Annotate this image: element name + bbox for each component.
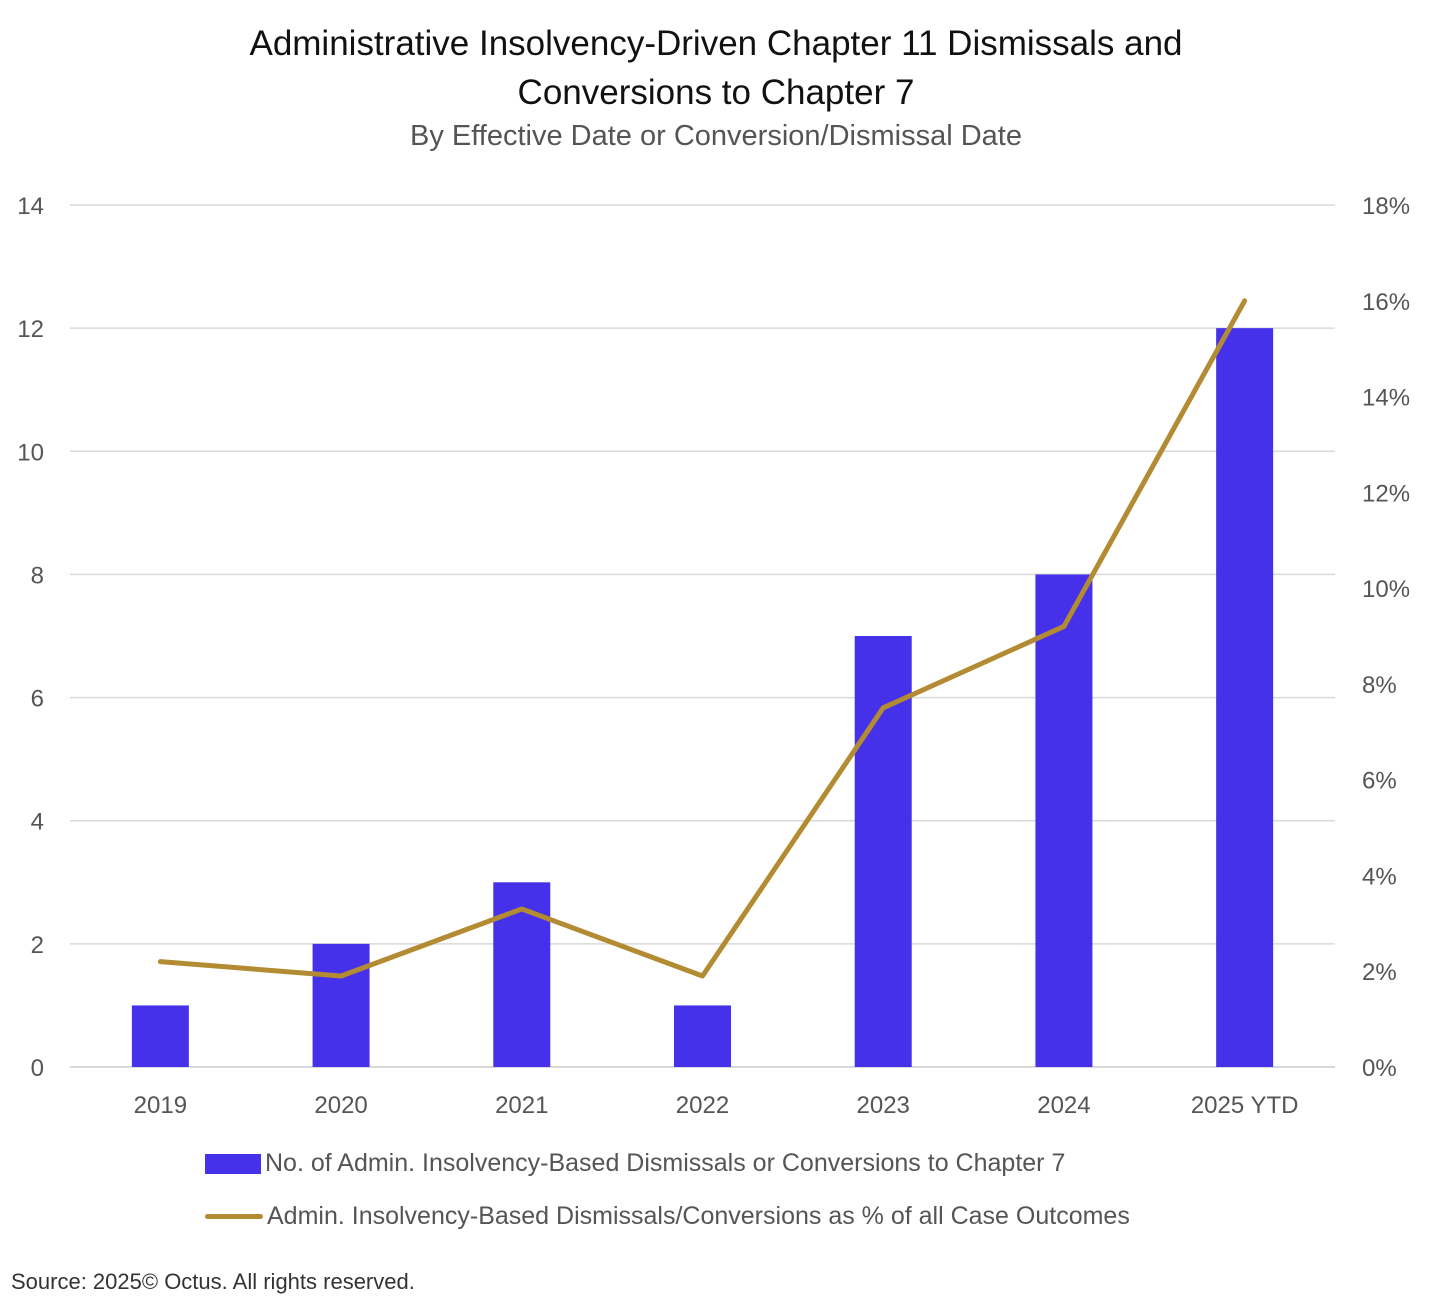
left-axis-tick-label: 4 — [31, 809, 44, 836]
left-axis-tick-label: 2 — [31, 932, 44, 959]
x-axis-ticks: 2019 2020 2021 2022 2023 2024 2025 YTD — [134, 1092, 1299, 1119]
chart-subtitle: By Effective Date or Conversion/Dismissa… — [410, 120, 1022, 152]
right-axis-ticks: 0% 2% 4% 6% 8% 10% 12% 14% 16% 18% — [1362, 193, 1410, 1082]
chart-title-line-2: Conversions to Chapter 7 — [517, 73, 915, 112]
chart-title-line-1: Administrative Insolvency-Driven Chapter… — [249, 24, 1183, 63]
line-series — [157, 298, 1248, 979]
bar — [131, 1005, 189, 1067]
x-axis-tick-label: 2019 — [134, 1092, 187, 1119]
right-axis-tick-label: 18% — [1362, 193, 1410, 220]
right-axis-tick-label: 12% — [1362, 480, 1410, 507]
legend-bar-label: No. of Admin. Insolvency-Based Dismissal… — [265, 1149, 1066, 1177]
left-axis-tick-label: 6 — [31, 686, 44, 713]
x-axis-tick-label: 2024 — [1037, 1092, 1090, 1119]
bar — [1216, 328, 1274, 1068]
x-axis-tick-label: 2025 YTD — [1191, 1092, 1299, 1119]
x-axis-tick-label: 2020 — [314, 1092, 367, 1119]
right-axis-tick-label: 4% — [1362, 863, 1397, 890]
right-axis-tick-label: 2% — [1362, 959, 1397, 986]
legend-line-label: Admin. Insolvency-Based Dismissals/Conve… — [267, 1202, 1130, 1230]
right-axis-tick-label: 16% — [1362, 289, 1410, 316]
left-axis-tick-label: 10 — [17, 439, 44, 466]
left-axis-tick-label: 12 — [17, 316, 44, 343]
right-axis-tick-label: 8% — [1362, 672, 1397, 699]
source-note: Source: 2025© Octus. All rights reserved… — [11, 1269, 415, 1294]
left-axis-tick-label: 14 — [17, 193, 44, 220]
right-axis-tick-label: 6% — [1362, 768, 1397, 795]
left-axis-tick-label: 8 — [31, 562, 44, 589]
gridlines — [70, 204, 1335, 1068]
bar — [1035, 574, 1093, 1067]
bar — [674, 1005, 731, 1067]
x-axis-tick-label: 2022 — [676, 1092, 729, 1119]
combo-chart: 0 2 4 6 8 10 12 14 0% 2% 4% 6% 8% 10% 12% 14% 16% 18% 20… — [17, 193, 1410, 1119]
left-axis-tick-label: 0 — [31, 1055, 44, 1082]
right-axis-tick-label: 10% — [1362, 576, 1410, 603]
left-axis-ticks: 0 2 4 6 8 10 12 14 — [17, 193, 44, 1082]
legend-item-bar-series[interactable]: No. of Admin. Insolvency-Based Dismissal… — [205, 1151, 1065, 1176]
legend-bar-swatch — [205, 1153, 261, 1174]
x-axis-tick-label: 2021 — [495, 1092, 548, 1119]
legend-item-line-series[interactable]: Admin. Insolvency-Based Dismissals/Conve… — [205, 1204, 1130, 1229]
bar — [312, 943, 370, 1067]
right-axis-tick-label: 14% — [1362, 385, 1410, 412]
bar — [493, 882, 551, 1067]
x-axis-tick-label: 2023 — [857, 1092, 910, 1119]
legend-line-swatch — [205, 1214, 263, 1219]
right-axis-tick-label: 0% — [1362, 1055, 1397, 1082]
